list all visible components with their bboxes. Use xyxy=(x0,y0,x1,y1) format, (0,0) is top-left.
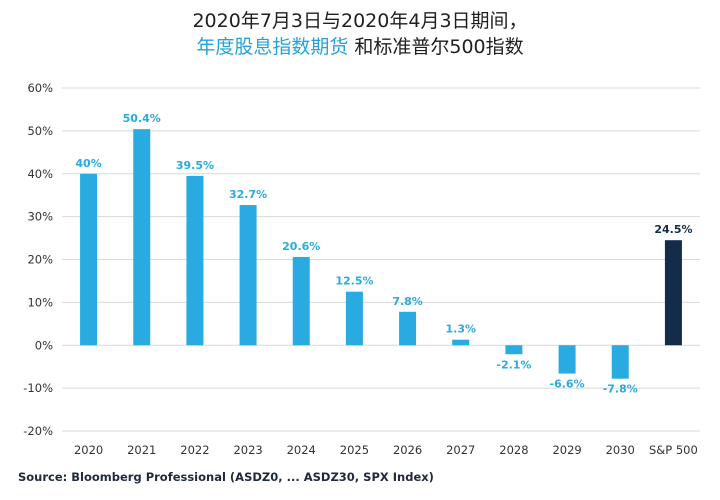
bar xyxy=(505,345,523,355)
data-label: 40% xyxy=(75,157,101,170)
data-label: 7.8% xyxy=(392,295,423,308)
y-tick-label: 50% xyxy=(27,124,53,138)
y-tick-label: -10% xyxy=(23,381,53,395)
data-label: 50.4% xyxy=(123,112,161,125)
x-tick-label: 2030 xyxy=(606,443,635,457)
data-label: -7.8% xyxy=(603,383,638,396)
y-tick-label: 30% xyxy=(27,210,53,224)
y-tick-label: -20% xyxy=(23,424,53,438)
bar xyxy=(80,173,98,346)
bar xyxy=(399,311,417,346)
bar xyxy=(345,291,363,346)
x-tick-label: 2029 xyxy=(552,443,581,457)
bar-chart: 60% 50% 40% 30% 20% 10% 0% -10% -20% 40% 2020 50.4%… xyxy=(23,81,700,457)
title-accent: 年度股息指数期货 xyxy=(196,36,349,58)
data-label: -2.1% xyxy=(496,358,531,371)
bar xyxy=(186,175,204,346)
data-label: -6.6% xyxy=(550,378,585,391)
title-rest: 和标准普尔500指数 xyxy=(348,36,524,58)
data-label: 1.3% xyxy=(445,323,476,336)
chart-title: 2020年7月3日与2020年4月3日期间， 年度股息指数期货 和标准普尔500… xyxy=(0,8,720,60)
data-label: 39.5% xyxy=(176,159,214,172)
bar xyxy=(558,345,576,374)
bar xyxy=(664,240,682,346)
x-tick-label: S&P 500 xyxy=(649,443,698,457)
x-tick-label: 2026 xyxy=(393,443,422,457)
x-tick-label: 2025 xyxy=(340,443,369,457)
bar xyxy=(133,129,151,346)
title-line-2: 年度股息指数期货 和标准普尔500指数 xyxy=(196,36,523,58)
x-tick-label: 2022 xyxy=(180,443,209,457)
data-label: 20.6% xyxy=(282,240,320,253)
bar xyxy=(452,339,470,346)
data-label: 32.7% xyxy=(229,188,267,201)
bar xyxy=(292,256,310,346)
source-note: Source: Bloomberg Professional (ASDZ0, .… xyxy=(18,470,434,484)
data-label: 24.5% xyxy=(654,223,692,236)
x-tick-label: 2028 xyxy=(499,443,528,457)
title-line-1: 2020年7月3日与2020年4月3日期间， xyxy=(192,10,528,32)
y-tick-label: 0% xyxy=(35,338,53,352)
bar xyxy=(611,345,629,379)
bar xyxy=(239,205,257,346)
x-tick-label: 2024 xyxy=(287,443,316,457)
x-tick-label: 2023 xyxy=(233,443,262,457)
y-tick-label: 40% xyxy=(27,167,53,181)
y-tick-label: 60% xyxy=(27,81,53,95)
data-label: 12.5% xyxy=(335,275,373,288)
y-tick-label: 10% xyxy=(27,295,53,309)
x-tick-label: 2021 xyxy=(127,443,156,457)
x-tick-label: 2020 xyxy=(74,443,103,457)
y-tick-label: 20% xyxy=(27,253,53,267)
x-tick-label: 2027 xyxy=(446,443,475,457)
